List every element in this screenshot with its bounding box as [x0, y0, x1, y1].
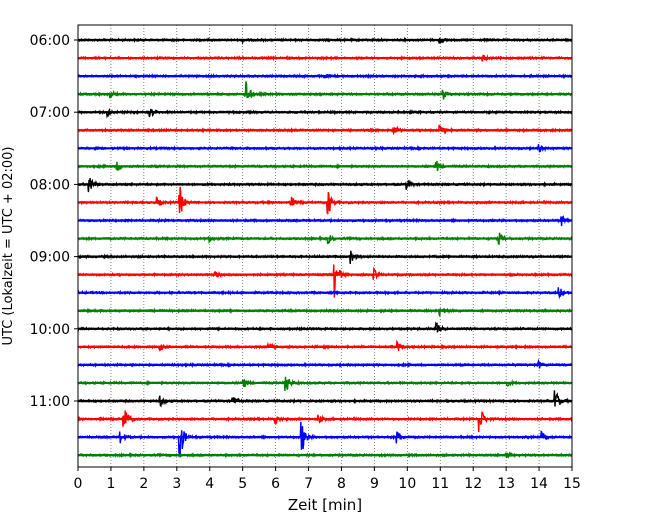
tick-layer: 0 1 2 3 4 5 6 7 8 9 10 11 12 13 14 1506:0007:0008:0009:… — [30, 33, 581, 492]
x-axis-title: Zeit [min] — [288, 496, 362, 514]
x-tick-label: 5 — [238, 476, 247, 492]
seismogram-trace — [77, 81, 573, 100]
y-tick-label: 10:00 — [30, 322, 70, 338]
seismogram-trace — [77, 124, 573, 136]
seismogram-trace — [77, 410, 573, 433]
x-tick-label: 10 — [398, 476, 416, 492]
x-tick-label: 2 — [139, 476, 148, 492]
x-tick-label: 11 — [431, 476, 449, 492]
x-tick-label: 6 — [271, 476, 280, 492]
x-tick-label: 15 — [563, 476, 581, 492]
y-axis-title: UTC (Lokalzeit = UTC + 02:00) — [1, 147, 16, 346]
x-tick-label: 12 — [464, 476, 482, 492]
y-tick-label: 06:00 — [30, 33, 70, 49]
y-tick-label: 09:00 — [30, 250, 70, 266]
y-tick-label: 11:00 — [30, 394, 70, 410]
plot-frame — [77, 24, 573, 468]
x-tick-label: 9 — [370, 476, 379, 492]
x-tick-label: 4 — [205, 476, 214, 492]
seismogram-trace — [77, 390, 573, 408]
x-tick-label: 14 — [530, 476, 548, 492]
trace-layer — [77, 36, 573, 459]
y-tick-label: 07:00 — [30, 105, 70, 121]
y-tick-label: 08:00 — [30, 177, 70, 193]
x-tick-label: 3 — [172, 476, 181, 492]
x-tick-label: 7 — [304, 476, 313, 492]
x-tick-label: 8 — [337, 476, 346, 492]
seismogram-trace — [77, 421, 573, 458]
x-tick-label: 1 — [106, 476, 115, 492]
seismogram-trace — [77, 307, 573, 317]
x-tick-label: 0 — [74, 476, 83, 492]
seismogram-trace — [77, 186, 573, 215]
x-tick-label: 13 — [497, 476, 515, 492]
